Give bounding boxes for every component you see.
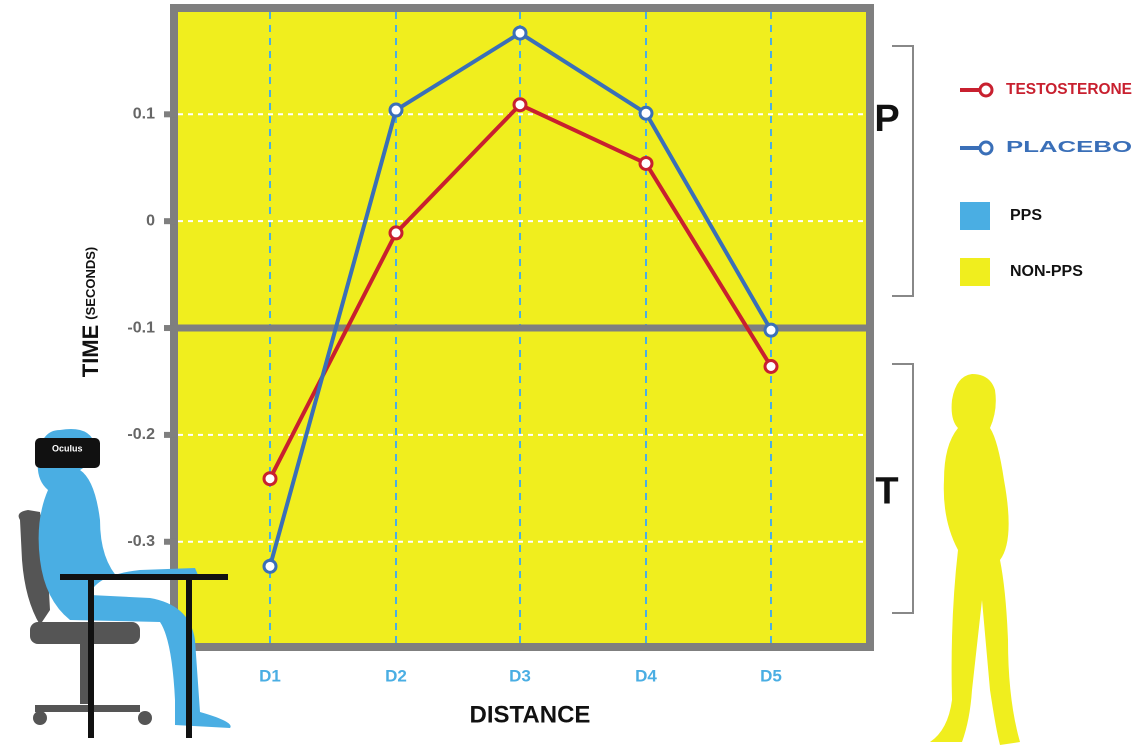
bracket-label: P xyxy=(874,98,899,140)
data-point xyxy=(264,473,276,485)
data-point xyxy=(514,27,526,39)
x-axis-title: DISTANCE xyxy=(470,701,591,728)
legend-label: PPS xyxy=(1010,207,1042,224)
legend-label: NON-PPS xyxy=(1010,263,1083,280)
y-axis-title: TIME (SECONDS) xyxy=(78,247,103,378)
chart: TIME (SECONDS) DISTANCE D1 D2 D3 D4 D5 0.1 0 -0.… xyxy=(0,0,1137,747)
legend-marker xyxy=(980,84,992,96)
data-point xyxy=(765,324,777,336)
tick-mark xyxy=(164,111,176,117)
tick-mark xyxy=(164,432,176,438)
x-tick-label: D2 xyxy=(385,666,407,685)
data-point xyxy=(514,99,526,111)
legend-swatch xyxy=(960,258,990,286)
y-axis-title-main: TIME xyxy=(78,325,103,378)
legend-marker xyxy=(980,142,992,154)
y-axis-unit: (SECONDS) xyxy=(83,247,98,320)
headset-label: Oculus xyxy=(52,443,83,453)
x-tick-label: D3 xyxy=(509,666,531,685)
y-tick-label: -0.1 xyxy=(127,319,155,336)
tick-mark xyxy=(164,539,176,545)
data-point xyxy=(640,157,652,169)
standing-figure xyxy=(930,374,1020,745)
y-tick-label: -0.2 xyxy=(127,426,155,443)
legend-swatch xyxy=(960,202,990,230)
data-point xyxy=(264,560,276,572)
x-tick-label: D5 xyxy=(760,666,782,685)
y-tick-label: 0 xyxy=(146,212,155,229)
data-point xyxy=(390,104,402,116)
bracket xyxy=(892,46,913,296)
x-tick-label: D1 xyxy=(259,666,281,685)
data-point xyxy=(640,107,652,119)
legend-label: TESTOSTERONE xyxy=(1006,81,1132,98)
data-point xyxy=(390,227,402,239)
y-tick-label: -0.3 xyxy=(127,533,155,550)
y-tick-label: 0.1 xyxy=(133,106,155,123)
x-tick-label: D4 xyxy=(635,666,657,685)
bracket-label: T xyxy=(875,471,898,513)
legend-label: PLACEBO xyxy=(1006,139,1132,156)
tick-mark xyxy=(164,218,176,224)
data-point xyxy=(765,361,777,373)
page: {"chart_data": { "type": "line", "y_labe… xyxy=(0,0,1137,747)
